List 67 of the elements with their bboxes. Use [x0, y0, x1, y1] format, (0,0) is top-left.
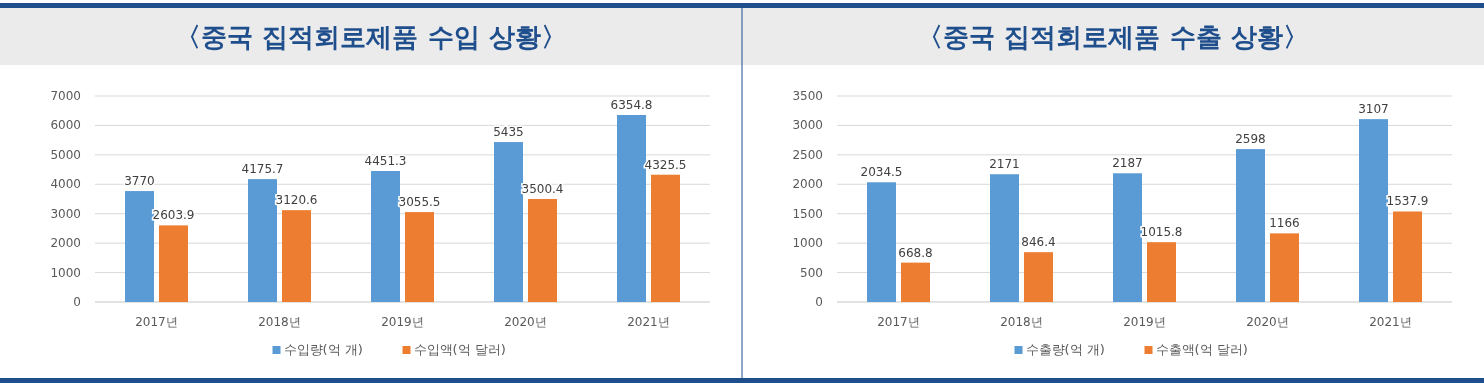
y-tick-label: 3500 [792, 89, 823, 103]
x-tick-label: 2021년 [627, 315, 670, 329]
bar [282, 210, 311, 302]
chart-title: 〈중국 집적회로제품 수출 상황〉 [917, 22, 1309, 52]
x-tick-label: 2018년 [258, 315, 301, 329]
y-tick-label: 1000 [792, 236, 823, 251]
data-label: 6354.8 [610, 97, 653, 112]
bar [1359, 119, 1388, 302]
y-tick-label: 2000 [792, 177, 823, 192]
bar [617, 114, 646, 302]
data-label: 3770 [124, 174, 155, 189]
y-tick-label: 6000 [50, 118, 81, 133]
data-label: 668.8 [898, 245, 933, 260]
y-tick-label: 4000 [50, 177, 81, 192]
legend-label: 수출량(억 개) [1025, 342, 1105, 357]
data-label: 1166 [1269, 216, 1300, 231]
bar [901, 262, 930, 302]
y-tick-label: 500 [800, 265, 823, 280]
y-tick-label: 1000 [50, 265, 81, 280]
y-tick-label: 5000 [50, 147, 81, 162]
data-label: 846.4 [1021, 235, 1056, 250]
x-tick-label: 2020년 [504, 315, 547, 329]
bar [1236, 149, 1265, 302]
legend-label: 수입량(억 개) [283, 342, 363, 357]
y-tick-label: 2500 [792, 147, 823, 162]
x-tick-label: 2017년 [135, 315, 178, 329]
bar [1393, 211, 1422, 302]
y-tick-label: 2000 [50, 236, 81, 251]
y-tick-label: 1500 [792, 206, 823, 221]
data-label: 1537.9 [1386, 194, 1429, 209]
bar [990, 174, 1019, 302]
y-tick-label: 3000 [50, 206, 81, 221]
bar [248, 179, 277, 302]
data-label: 2171 [989, 157, 1020, 172]
data-label: 4451.3 [364, 154, 407, 168]
chart-title: 〈중국 집적회로제품 수입 상황〉 [175, 22, 567, 52]
legend-label: 수입액(억 달러) [413, 342, 506, 357]
x-tick-label: 2019년 [1123, 315, 1166, 329]
y-tick-label: 0 [815, 295, 823, 309]
x-tick-label: 2018년 [1000, 315, 1043, 329]
bar [1270, 233, 1299, 302]
bar [867, 182, 896, 302]
x-tick-label: 2021년 [1369, 315, 1412, 329]
x-tick-label: 2020년 [1246, 315, 1289, 329]
bar [371, 171, 400, 302]
bar [494, 142, 523, 302]
y-tick-label: 7000 [50, 89, 81, 103]
y-tick-label: 3000 [792, 118, 823, 133]
bar [528, 198, 557, 302]
bar [405, 212, 434, 302]
data-label: 3107 [1358, 102, 1389, 117]
legend-label: 수출액(억 달러) [1155, 342, 1248, 357]
data-label: 4175.7 [241, 162, 284, 177]
data-label: 2187 [1112, 156, 1143, 171]
data-label: 2598 [1235, 132, 1266, 147]
bar [1113, 173, 1142, 302]
x-tick-label: 2019년 [381, 315, 424, 329]
data-label: 1015.8 [1140, 225, 1183, 240]
data-label: 5435 [493, 125, 524, 140]
bar [651, 174, 680, 302]
bar [125, 191, 154, 302]
data-label: 2034.5 [860, 165, 903, 180]
bar [1147, 242, 1176, 302]
bar [159, 225, 188, 302]
x-tick-label: 2017년 [877, 315, 920, 329]
y-tick-label: 0 [73, 295, 81, 309]
bar [1024, 252, 1053, 302]
